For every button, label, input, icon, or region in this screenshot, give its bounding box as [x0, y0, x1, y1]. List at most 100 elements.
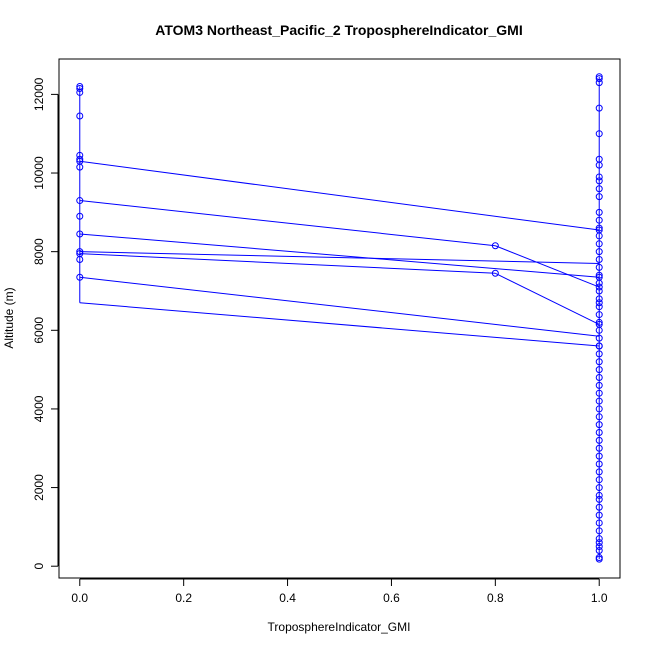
- data-point: [595, 287, 603, 295]
- data-point: [595, 452, 603, 460]
- data-point: [595, 381, 603, 389]
- data-point: [491, 242, 499, 250]
- data-point: [595, 311, 603, 319]
- series-points: [76, 73, 603, 563]
- data-point: [595, 73, 603, 81]
- data-point: [595, 373, 603, 381]
- x-axis: 0.0 0.2 0.4 0.6 0.8 1.0: [71, 578, 608, 605]
- data-point: [491, 269, 499, 277]
- data-point: [595, 405, 603, 413]
- series-line-segment: [79, 251, 600, 264]
- series-line-segment: [495, 245, 600, 288]
- data-point: [595, 130, 603, 138]
- series-line-segment: [79, 276, 600, 337]
- plot-frame: [58, 58, 621, 579]
- data-point: [595, 535, 603, 543]
- y-tick-label: 6000: [32, 317, 46, 344]
- y-tick-label: 4000: [32, 395, 46, 422]
- data-point: [595, 75, 603, 83]
- data-point: [595, 503, 603, 511]
- data-point: [595, 539, 603, 547]
- data-point: [595, 468, 603, 476]
- data-point: [595, 216, 603, 224]
- x-tick-label: 0.4: [279, 591, 296, 605]
- y-tick-label: 12000: [32, 77, 46, 111]
- data-point: [76, 112, 84, 120]
- data-point: [76, 163, 84, 171]
- data-point: [595, 350, 603, 358]
- data-point: [76, 155, 84, 163]
- x-tick-label: 0.2: [175, 591, 192, 605]
- data-point: [595, 554, 603, 562]
- series-line-segment: [79, 160, 600, 231]
- data-point: [595, 436, 603, 444]
- data-point: [595, 397, 603, 405]
- series-line-segment: [79, 302, 600, 347]
- data-point: [595, 491, 603, 499]
- data-point: [595, 429, 603, 437]
- data-point: [595, 444, 603, 452]
- data-point: [595, 303, 603, 311]
- series-line-segment: [79, 233, 600, 278]
- data-point: [595, 342, 603, 350]
- data-point: [595, 543, 603, 551]
- data-point: [595, 299, 603, 307]
- y-axis: 0 2000 4000 6000 8000 10000 12000: [32, 77, 59, 570]
- data-point: [595, 177, 603, 185]
- data-point: [595, 318, 603, 326]
- x-tick-label: 1.0: [591, 591, 608, 605]
- data-point: [595, 389, 603, 397]
- data-point: [595, 240, 603, 248]
- data-point: [595, 224, 603, 232]
- data-point: [595, 527, 603, 535]
- y-tick-label: 10000: [32, 156, 46, 190]
- data-point: [76, 212, 84, 220]
- y-tick-label: 0: [32, 563, 46, 570]
- data-point: [595, 413, 603, 421]
- data-point: [595, 421, 603, 429]
- data-point: [595, 226, 603, 234]
- data-point: [595, 334, 603, 342]
- data-point: [76, 256, 84, 264]
- x-tick-label: 0.0: [71, 591, 88, 605]
- data-point: [595, 358, 603, 366]
- data-point: [595, 519, 603, 527]
- data-point: [595, 271, 603, 279]
- data-point: [595, 193, 603, 201]
- x-tick-label: 0.6: [383, 591, 400, 605]
- y-tick-label: 2000: [32, 474, 46, 501]
- series-line-segment: [79, 253, 496, 274]
- data-point: [595, 185, 603, 193]
- data-point: [76, 88, 84, 96]
- data-point: [76, 230, 84, 238]
- data-point: [595, 495, 603, 503]
- data-point: [595, 104, 603, 112]
- data-point: [76, 273, 84, 281]
- y-tick-label: 8000: [32, 238, 46, 265]
- data-point: [595, 263, 603, 271]
- data-point: [595, 511, 603, 519]
- y-axis-label: Altitude (m): [2, 287, 16, 348]
- data-point: [76, 84, 84, 92]
- data-point: [595, 320, 603, 328]
- series-line-segment: [495, 272, 600, 325]
- x-axis-label: TroposphereIndicator_GMI: [268, 620, 411, 634]
- data-point: [595, 460, 603, 468]
- data-point: [595, 273, 603, 281]
- data-point: [595, 366, 603, 374]
- data-point: [595, 256, 603, 264]
- data-point: [595, 295, 603, 303]
- data-point: [595, 248, 603, 256]
- chart-title: ATOM3 Northeast_Pacific_2 TroposphereInd…: [155, 22, 522, 38]
- data-point: [595, 155, 603, 163]
- x-tick-label: 0.8: [487, 591, 504, 605]
- data-point: [76, 197, 84, 205]
- data-point: [76, 248, 84, 256]
- series-lines: [79, 76, 600, 560]
- data-point: [595, 208, 603, 216]
- data-point: [595, 283, 603, 291]
- data-point: [595, 546, 603, 554]
- series-line-segment: [79, 200, 496, 247]
- data-point: [595, 484, 603, 492]
